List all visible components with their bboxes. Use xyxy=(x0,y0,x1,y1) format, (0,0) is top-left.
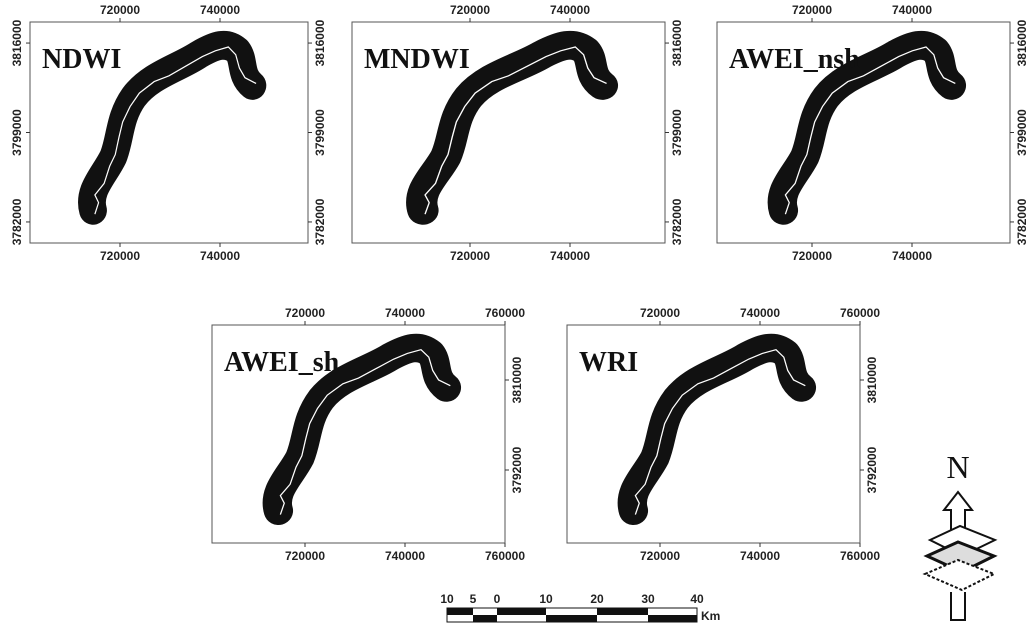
scale-segment xyxy=(648,615,697,622)
scale-label: 30 xyxy=(641,592,655,606)
y-tick-label: 3792000 xyxy=(865,446,879,493)
x-tick-label: 760000 xyxy=(485,306,525,320)
x-tick-label: 720000 xyxy=(100,249,140,263)
y-tick-label: 3782000 xyxy=(1015,198,1029,245)
scale-segment xyxy=(497,608,546,615)
scale-label: 0 xyxy=(494,592,501,606)
scale-unit: Km xyxy=(701,609,720,623)
x-tick-label: 740000 xyxy=(740,549,780,563)
x-tick-label: 720000 xyxy=(450,249,490,263)
x-tick-label: 720000 xyxy=(450,3,490,17)
map-panel: NDWI 720000 720000 740000 740000 3816000 38160… xyxy=(10,3,327,263)
y-tick-label: 3816000 xyxy=(670,19,684,66)
scale-label: 20 xyxy=(590,592,604,606)
x-tick-label: 740000 xyxy=(385,549,425,563)
map-panel: WRI 720000 720000 740000 740000 760000 760000 3… xyxy=(566,306,880,563)
y-tick-label: 3782000 xyxy=(10,198,24,245)
y-tick-label: 3799000 xyxy=(1015,109,1029,156)
scale-label: 40 xyxy=(690,592,704,606)
panel-label: NDWI xyxy=(42,44,121,75)
x-tick-label: 760000 xyxy=(840,549,880,563)
panel-label: WRI xyxy=(579,347,638,378)
x-tick-label: 720000 xyxy=(100,3,140,17)
x-tick-label: 740000 xyxy=(740,306,780,320)
map-panel: AWEI_sh 720000 720000 740000 740000 760000 760… xyxy=(211,306,525,563)
y-tick-label: 3799000 xyxy=(313,109,327,156)
panel-label: MNDWI xyxy=(364,44,470,75)
x-tick-label: 740000 xyxy=(385,306,425,320)
panel-label: AWEI_sh xyxy=(224,347,340,378)
y-tick-label: 3816000 xyxy=(313,19,327,66)
x-tick-label: 720000 xyxy=(792,3,832,17)
scale-label: 10 xyxy=(440,592,454,606)
x-tick-label: 760000 xyxy=(840,306,880,320)
x-tick-label: 720000 xyxy=(285,549,325,563)
y-tick-label: 3782000 xyxy=(670,198,684,245)
y-tick-label: 3816000 xyxy=(1015,19,1029,66)
x-tick-label: 720000 xyxy=(640,306,680,320)
y-tick-label: 3782000 xyxy=(313,198,327,245)
x-tick-label: 720000 xyxy=(640,549,680,563)
x-tick-label: 740000 xyxy=(200,3,240,17)
y-tick-label: 3799000 xyxy=(670,109,684,156)
north-label: N xyxy=(946,449,969,485)
scale-label: 10 xyxy=(539,592,553,606)
x-tick-label: 720000 xyxy=(285,306,325,320)
scale-segment xyxy=(546,615,597,622)
panel-label: AWEI_nsh xyxy=(729,44,860,75)
x-tick-label: 720000 xyxy=(792,249,832,263)
y-tick-label: 3810000 xyxy=(865,356,879,403)
y-tick-label: 3810000 xyxy=(510,356,524,403)
y-tick-label: 3816000 xyxy=(10,19,24,66)
map-panel: AWEI_nsh 720000 720000 740000 740000 3816000 3… xyxy=(716,3,1029,263)
scale-segment xyxy=(447,608,473,615)
y-tick-label: 3792000 xyxy=(510,446,524,493)
scale-bar: 10 5 0 10 20 30 40 Km xyxy=(440,592,720,623)
north-arrow: N xyxy=(922,449,998,621)
x-tick-label: 740000 xyxy=(550,3,590,17)
x-tick-label: 740000 xyxy=(200,249,240,263)
scale-label: 5 xyxy=(470,592,477,606)
scale-segment xyxy=(597,608,648,615)
y-tick-label: 3799000 xyxy=(10,109,24,156)
x-tick-label: 740000 xyxy=(892,249,932,263)
x-tick-label: 740000 xyxy=(550,249,590,263)
x-tick-label: 760000 xyxy=(485,549,525,563)
scale-segment xyxy=(473,615,497,622)
map-panel: MNDWI 720000 720000 740000 740000 3816000 3799… xyxy=(351,3,684,263)
x-tick-label: 740000 xyxy=(892,3,932,17)
